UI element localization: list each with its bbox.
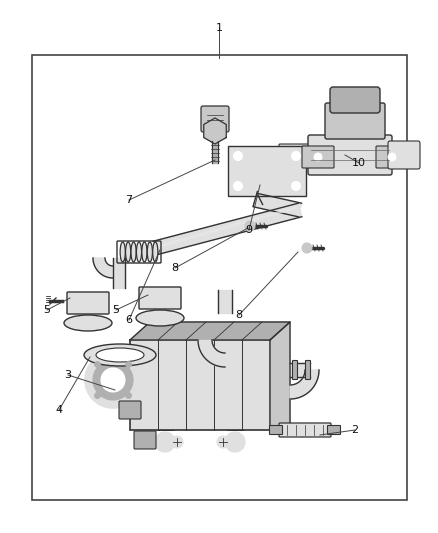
Polygon shape <box>290 363 310 377</box>
Ellipse shape <box>120 242 125 262</box>
Ellipse shape <box>136 242 141 262</box>
Text: 3: 3 <box>64 370 71 380</box>
Polygon shape <box>93 258 113 278</box>
FancyBboxPatch shape <box>376 146 408 168</box>
Polygon shape <box>153 203 302 255</box>
Circle shape <box>95 393 100 399</box>
FancyBboxPatch shape <box>305 360 311 379</box>
Circle shape <box>155 432 175 452</box>
Ellipse shape <box>142 242 147 262</box>
FancyBboxPatch shape <box>388 141 420 169</box>
Polygon shape <box>204 118 226 144</box>
FancyBboxPatch shape <box>325 103 385 139</box>
Text: 6: 6 <box>126 315 133 325</box>
FancyBboxPatch shape <box>302 146 334 168</box>
Circle shape <box>292 182 300 190</box>
Ellipse shape <box>131 242 136 262</box>
Circle shape <box>314 153 322 161</box>
Text: 2: 2 <box>351 425 359 435</box>
Text: 1: 1 <box>215 23 223 33</box>
FancyBboxPatch shape <box>308 135 392 175</box>
Text: 5: 5 <box>43 305 50 315</box>
Circle shape <box>101 368 125 392</box>
FancyBboxPatch shape <box>269 425 283 434</box>
Circle shape <box>95 361 100 367</box>
Circle shape <box>93 360 133 400</box>
Circle shape <box>126 393 131 399</box>
FancyBboxPatch shape <box>134 431 156 449</box>
Circle shape <box>292 151 300 160</box>
Text: 4: 4 <box>56 405 63 415</box>
Polygon shape <box>290 370 319 399</box>
FancyBboxPatch shape <box>330 87 380 113</box>
Polygon shape <box>212 141 219 163</box>
FancyBboxPatch shape <box>139 287 181 309</box>
Ellipse shape <box>96 348 144 362</box>
Circle shape <box>171 436 183 448</box>
FancyBboxPatch shape <box>293 360 297 379</box>
Polygon shape <box>113 258 125 288</box>
FancyBboxPatch shape <box>228 146 306 196</box>
Polygon shape <box>270 322 290 430</box>
Text: 5: 5 <box>113 305 120 315</box>
Circle shape <box>217 436 229 448</box>
Text: 10: 10 <box>352 158 366 168</box>
Polygon shape <box>113 365 130 385</box>
FancyBboxPatch shape <box>119 401 141 419</box>
Ellipse shape <box>147 242 152 262</box>
Ellipse shape <box>126 242 131 262</box>
Circle shape <box>85 352 141 408</box>
Polygon shape <box>130 322 290 340</box>
Ellipse shape <box>84 344 156 366</box>
Circle shape <box>233 151 243 160</box>
Text: 7: 7 <box>125 195 133 205</box>
Polygon shape <box>198 340 225 367</box>
Circle shape <box>126 361 131 367</box>
FancyBboxPatch shape <box>328 425 340 434</box>
Polygon shape <box>253 191 301 217</box>
Circle shape <box>388 153 396 161</box>
Ellipse shape <box>153 242 158 262</box>
Bar <box>32 55 407 500</box>
Ellipse shape <box>136 310 184 326</box>
Ellipse shape <box>64 315 112 331</box>
Text: 9: 9 <box>245 225 253 235</box>
Circle shape <box>233 182 243 190</box>
FancyBboxPatch shape <box>67 292 109 314</box>
FancyBboxPatch shape <box>279 423 331 437</box>
Circle shape <box>225 432 245 452</box>
FancyBboxPatch shape <box>201 106 229 132</box>
Circle shape <box>302 243 312 253</box>
Text: 8: 8 <box>236 310 243 320</box>
Polygon shape <box>218 290 232 313</box>
Text: 8: 8 <box>171 263 179 273</box>
FancyBboxPatch shape <box>130 340 270 430</box>
FancyBboxPatch shape <box>279 144 313 166</box>
Circle shape <box>245 221 255 231</box>
